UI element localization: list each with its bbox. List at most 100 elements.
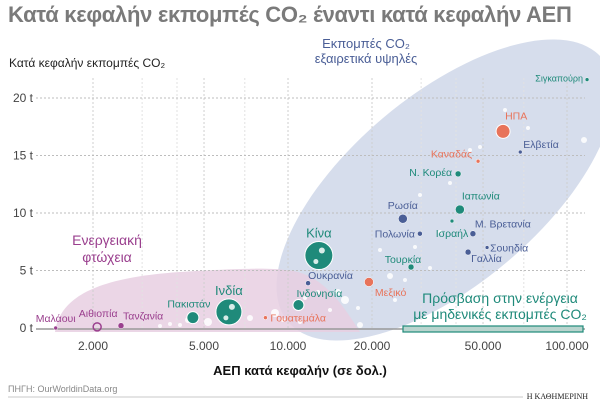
x-tick-label: 5.000	[189, 339, 219, 353]
country-marker	[417, 230, 423, 237]
country-point: Μ. Βρετανία	[469, 219, 531, 237]
country-label: Ρωσία	[388, 200, 418, 212]
background-country-dot	[581, 137, 587, 143]
country-label: Ν. Κορέα	[409, 167, 452, 179]
background-country-dot	[271, 309, 279, 317]
country-point: Πακιστάν	[167, 299, 210, 325]
bubble-highlight	[318, 247, 325, 254]
scatter-chart: 2.000 5.000 10.000 20.000 50.000 100.000 0 t 5 …	[13, 36, 600, 353]
high-emissions-region	[276, 39, 600, 341]
country-label: Ουκρανία	[308, 270, 353, 282]
country-label: Αιθιοπία	[79, 308, 118, 320]
x-tick-label: 50.000	[465, 339, 502, 353]
background-country-dot	[158, 324, 162, 328]
energy-poverty-region	[55, 268, 360, 332]
y-tick-label: 20 t	[13, 91, 34, 105]
y-axis-label: Κατά κεφαλήν εκπομπές CO₂	[9, 56, 166, 70]
background-country-dot	[448, 181, 452, 185]
country-label: Κίνα	[306, 226, 332, 241]
background-country-dot	[468, 148, 472, 152]
country-label: Ινδονησία	[296, 288, 342, 300]
background-country-dot	[356, 306, 360, 310]
annotation-text: εξαιρετικά υψηλές	[315, 51, 418, 66]
country-label: Ελβετία	[523, 139, 559, 151]
country-label: ΗΠΑ	[505, 110, 527, 122]
background-country-dot	[316, 290, 320, 294]
country-point: Ρωσία	[388, 200, 418, 224]
country-label: Πακιστάν	[167, 299, 210, 311]
country-marker	[53, 325, 58, 331]
country-marker	[263, 315, 268, 320]
background-country-dot	[328, 308, 332, 312]
country-label: Πολωνία	[375, 229, 415, 241]
country-point: Γουατεμάλα	[263, 313, 326, 325]
background-country-dot	[281, 318, 285, 322]
country-marker	[305, 280, 311, 286]
country-point: Ινδονησία	[292, 288, 342, 311]
country-marker	[215, 298, 243, 326]
country-point: Ουκρανία	[305, 270, 353, 286]
y-tick-label: 0 t	[20, 321, 34, 335]
country-marker	[455, 204, 465, 215]
background-country-dot	[387, 273, 393, 279]
country-label: Τουρκία	[385, 254, 421, 266]
background-country-dot	[438, 230, 442, 234]
country-marker	[495, 123, 511, 139]
country-point: Μεξικό	[364, 277, 407, 299]
background-country-dot	[298, 320, 302, 324]
zero-emission-access-bar	[402, 325, 584, 333]
background-country-dot	[341, 296, 349, 304]
country-label: Σουηδία	[490, 243, 528, 255]
country-label: Γουατεμάλα	[270, 313, 326, 325]
annotation-text: Πρόσβαση στην ενέργεια	[422, 290, 578, 306]
footer-divider	[8, 396, 586, 398]
bubble-highlight	[223, 315, 229, 321]
country-marker	[449, 218, 455, 224]
country-label: Ινδία	[215, 283, 243, 298]
background-country-dot	[357, 322, 363, 328]
country-point: Καναδάς	[431, 148, 481, 164]
country-point: Μαλάουι	[36, 313, 77, 331]
x-tick-label: 100.000	[545, 339, 589, 353]
country-marker	[398, 214, 408, 224]
country-marker	[117, 322, 125, 329]
x-tick-label: 2.000	[78, 339, 108, 353]
country-point: Τουρκία	[385, 254, 421, 271]
background-country-dot	[168, 322, 172, 326]
country-label: Σιγκαπούρη	[535, 74, 583, 84]
country-label: Μ. Βρετανία	[475, 219, 531, 231]
country-point: ΗΠΑ	[495, 110, 527, 139]
annotation-text: φτώχεια	[82, 249, 132, 265]
chart-title: Κατά κεφαλήν εκπομπές CO₂ έναντι κατά κε…	[8, 2, 572, 27]
country-label: Καναδάς	[431, 148, 472, 160]
background-country-dot	[204, 318, 212, 326]
country-label: Τανζανία	[123, 311, 163, 323]
annotation-text: Εκπομπές CO₂	[322, 36, 410, 51]
background-country-dot	[403, 278, 407, 282]
country-point: Πολωνία	[375, 229, 423, 241]
source-note: ΠΗΓΗ: OurWorldinData.org	[8, 384, 118, 394]
background-country-dot	[413, 245, 417, 249]
country-marker	[584, 77, 590, 82]
country-point: Τανζανία	[117, 311, 163, 329]
bubble-highlight	[228, 303, 235, 310]
country-marker	[292, 299, 305, 311]
country-marker	[407, 263, 415, 271]
country-marker	[454, 170, 462, 178]
background-country-dot	[303, 296, 307, 300]
country-marker	[469, 230, 477, 237]
background-country-dot	[178, 323, 182, 327]
background-country-dot	[526, 126, 530, 130]
background-country-dot	[428, 266, 432, 270]
country-point: Ινδία	[215, 283, 243, 326]
bubble-highlight	[313, 259, 319, 265]
country-point: Σιγκαπούρη	[535, 74, 590, 84]
background-country-dot	[418, 193, 422, 197]
background-country-dot	[393, 298, 397, 302]
country-label: Μαλάουι	[36, 313, 77, 325]
x-tick-label: 10.000	[270, 339, 307, 353]
background-country-dot	[478, 145, 482, 149]
background-country-dot	[335, 289, 341, 295]
country-marker	[464, 248, 472, 256]
country-point: Ιαπωνία	[455, 191, 500, 215]
